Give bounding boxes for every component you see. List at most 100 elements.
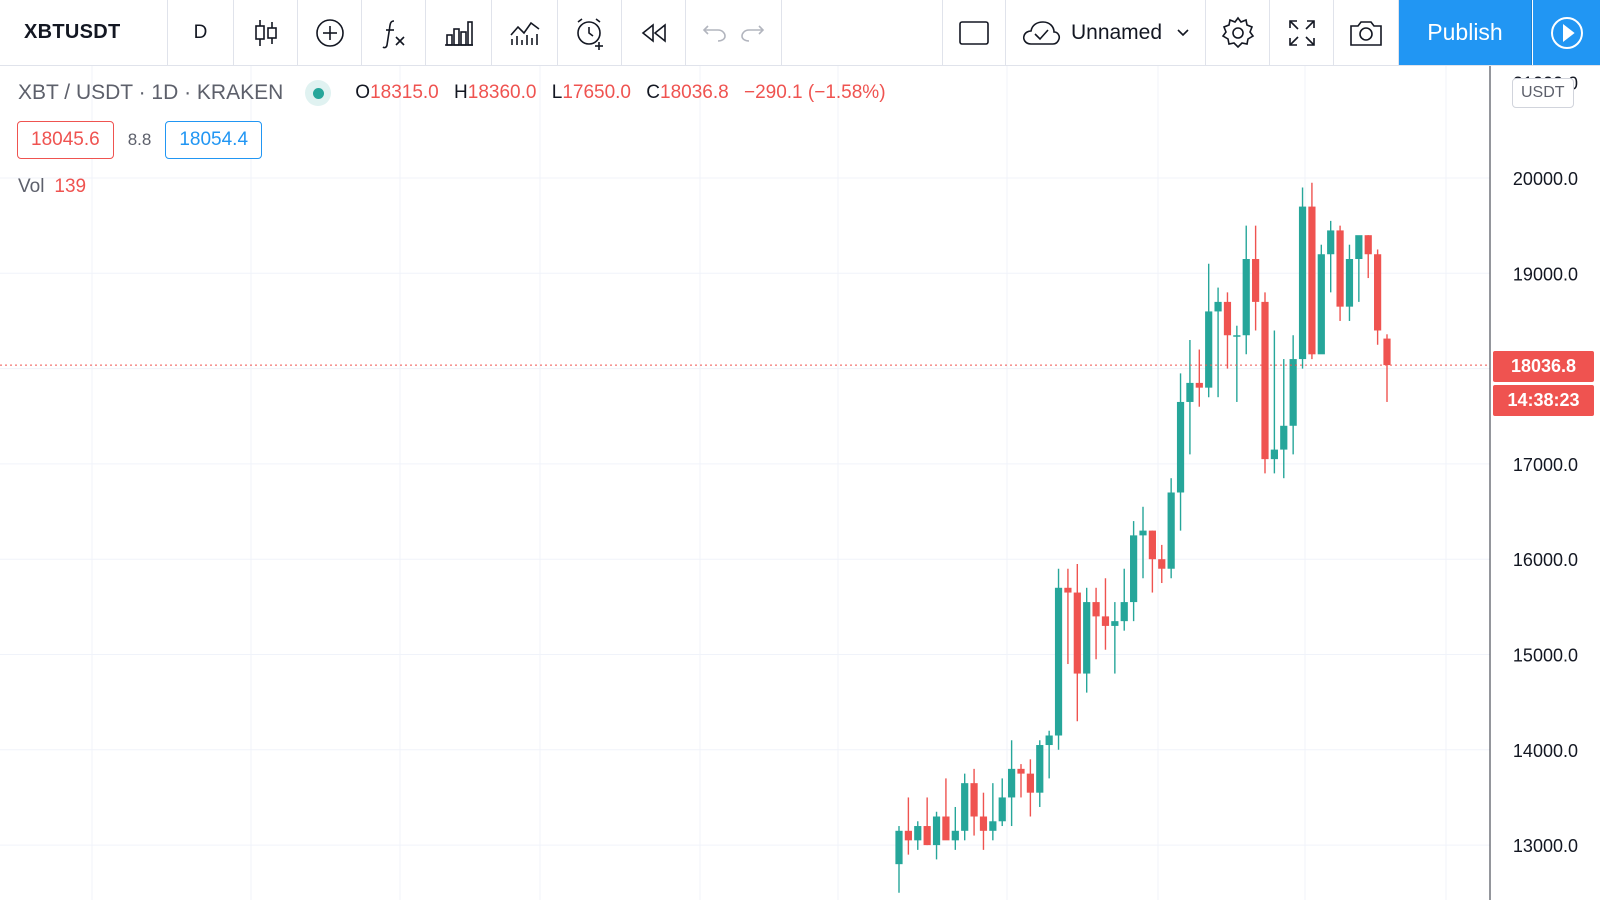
indicators-button[interactable] <box>492 0 558 65</box>
candle-body <box>914 826 922 841</box>
candle-body <box>932 816 941 846</box>
candle-body <box>1167 492 1175 569</box>
candle-body <box>1383 338 1391 366</box>
currency-label[interactable]: USDT <box>1512 78 1574 108</box>
layout-name-button[interactable]: Unnamed <box>1006 0 1206 65</box>
candle-body <box>1008 768 1016 798</box>
volume-legend[interactable]: Vol 139 <box>18 176 86 198</box>
candle-body <box>942 816 950 841</box>
candle-body <box>1317 254 1325 355</box>
volume-label: Vol <box>18 176 45 197</box>
select-box-button[interactable] <box>942 0 1006 65</box>
candle-body <box>1327 230 1335 255</box>
fullscreen-icon <box>1288 19 1315 46</box>
candle-body <box>1308 206 1316 355</box>
sell-price-button[interactable]: 18045.6 <box>17 121 114 159</box>
candle-body <box>1355 235 1363 260</box>
price-axis-label: 19000.0 <box>1513 264 1578 284</box>
top-toolbar: XBTUSDT D Unnamed Publish <box>0 0 1600 66</box>
candle-body <box>895 830 903 865</box>
candle-body <box>951 830 959 841</box>
spread-value: 8.8 <box>127 130 152 149</box>
chart-type-button[interactable] <box>234 0 298 65</box>
candle-body <box>1336 230 1344 307</box>
compare-button[interactable] <box>426 0 492 65</box>
candle-body <box>1054 587 1063 736</box>
candle-body <box>1205 311 1213 388</box>
interval-button[interactable]: D <box>168 0 234 65</box>
change-value: −290.1 (−1.58%) <box>743 82 886 103</box>
symbol-legend: XBT / USDT · 1D · KRAKEN O18315.0 H18360… <box>18 80 896 106</box>
play-button[interactable] <box>1533 0 1600 65</box>
candle-body <box>1064 587 1072 593</box>
quote-panel: 18045.6 8.8 18054.4 <box>17 121 263 159</box>
candle-body <box>1148 530 1156 560</box>
price-axis-label: 16000.0 <box>1513 550 1578 570</box>
symbol-search-button[interactable]: XBTUSDT <box>0 0 168 65</box>
candle-body <box>1036 745 1044 793</box>
candlestick-chart[interactable]: 20000.019000.018000.017000.016000.015000… <box>0 66 1600 900</box>
volume-value: 139 <box>54 176 87 197</box>
candle-body <box>998 797 1006 822</box>
undo-redo-group <box>686 0 782 65</box>
indicators-icon <box>509 21 539 45</box>
settings-button[interactable] <box>1206 0 1270 65</box>
candle-body <box>1073 592 1081 674</box>
candle-body <box>1186 382 1194 402</box>
alert-button[interactable] <box>558 0 622 65</box>
cloud-check-icon <box>1022 20 1061 45</box>
replay-button[interactable] <box>622 0 686 65</box>
legend-pair[interactable]: XBT / USDT · 1D · KRAKEN <box>18 81 284 104</box>
undo-icon[interactable] <box>702 22 728 44</box>
publish-button[interactable]: Publish <box>1399 0 1532 65</box>
candle-body <box>1345 259 1354 307</box>
camera-icon <box>1350 20 1382 46</box>
candle-body <box>1223 301 1232 336</box>
price-axis-label: 14000.0 <box>1513 741 1578 761</box>
candle-body <box>1374 254 1382 331</box>
alert-icon <box>576 17 603 50</box>
candle-body <box>1130 535 1138 603</box>
candle-body <box>1233 335 1241 337</box>
candle-body <box>979 816 988 831</box>
add-symbol-button[interactable] <box>298 0 362 65</box>
candle-body <box>1270 449 1278 460</box>
candle-body <box>1158 559 1166 569</box>
candle-body <box>1111 621 1119 626</box>
add-icon <box>315 18 344 47</box>
low-value: 17650.0 <box>562 82 631 103</box>
candle-body <box>1214 301 1222 312</box>
candle-body <box>1092 602 1100 617</box>
chart-pane[interactable]: 20000.019000.018000.017000.016000.015000… <box>0 66 1600 900</box>
play-icon <box>1550 16 1583 49</box>
price-axis-label: 17000.0 <box>1513 455 1578 475</box>
price-axis-label: 20000.0 <box>1513 169 1578 189</box>
snapshot-button[interactable] <box>1334 0 1399 65</box>
candle-body <box>1280 425 1288 450</box>
candle-body <box>1195 382 1203 388</box>
candle-body <box>1017 768 1025 774</box>
candle-body <box>1101 616 1110 626</box>
candle-body <box>1261 301 1269 460</box>
price-axis-label: 15000.0 <box>1513 646 1578 666</box>
candle-body <box>1242 259 1250 336</box>
fullscreen-button[interactable] <box>1270 0 1334 65</box>
fx-icon <box>381 19 405 48</box>
candle-body <box>904 830 912 841</box>
buy-price-button[interactable]: 18054.4 <box>165 121 263 159</box>
candle-body <box>1120 602 1128 622</box>
redo-icon[interactable] <box>739 22 765 44</box>
candle-body <box>961 783 969 831</box>
close-value: 18036.8 <box>660 82 729 103</box>
compare-icon <box>444 20 473 46</box>
market-open-indicator <box>305 80 332 106</box>
chevron-down-icon <box>1177 28 1189 36</box>
candle-body <box>1083 602 1091 674</box>
candle-body <box>1298 206 1307 360</box>
candle-body <box>1252 259 1260 302</box>
bar-countdown-label: 14:38:23 <box>1493 385 1594 416</box>
select-box-icon <box>959 20 989 45</box>
ohlc-values: O18315.0 H18360.0 L17650.0 C18036.8 −290… <box>355 82 886 103</box>
layout-name-label: Unnamed <box>1070 20 1163 44</box>
indicators-fx-button[interactable] <box>362 0 426 65</box>
